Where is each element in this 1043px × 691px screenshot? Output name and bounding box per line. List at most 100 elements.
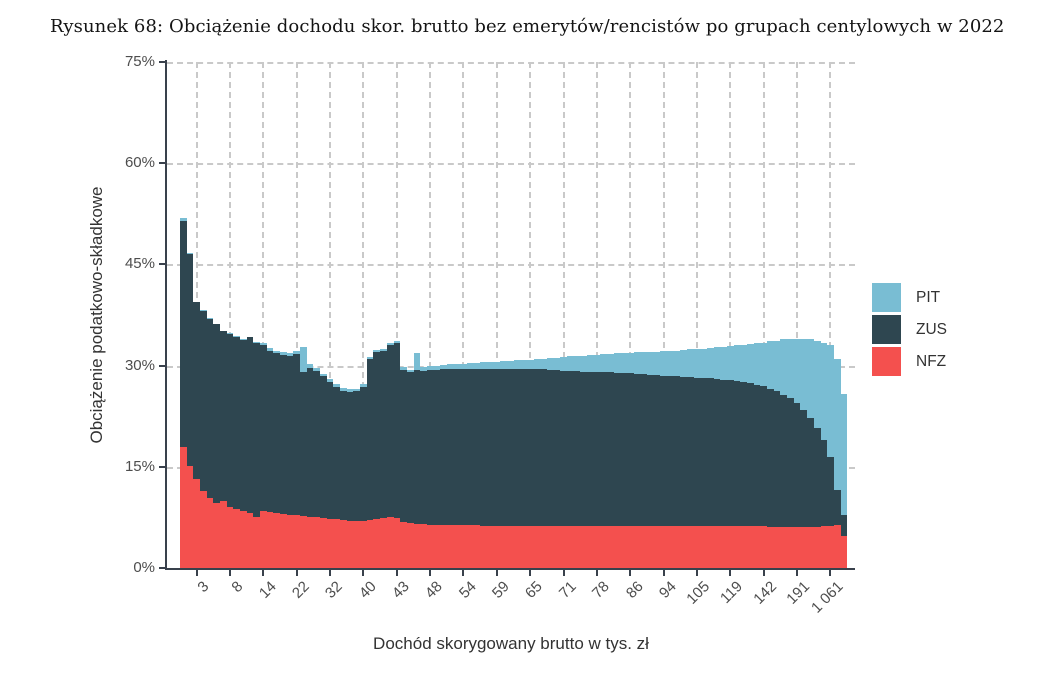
x-tick-label-text: 119: [717, 578, 747, 607]
centile-bar: [393, 62, 401, 568]
bar-segment-pit: [346, 389, 354, 392]
bar-segment-pit: [520, 359, 527, 369]
bar-segment-nfz: [473, 524, 481, 568]
centile-bar: [586, 62, 594, 568]
centile-bar: [220, 62, 227, 568]
figure-title: Rysunek 68: Obciążenie dochodu skor. bru…: [50, 16, 1005, 37]
bar-segment-nfz: [186, 466, 194, 568]
centile-bar: [500, 62, 507, 568]
bar-segment-nfz: [767, 526, 774, 568]
bar-segment-pit: [667, 351, 674, 376]
centile-bar: [627, 62, 634, 568]
v-gridline: [829, 62, 832, 568]
bar-segment-zus: [713, 379, 721, 527]
bar-segment-pit: [733, 345, 741, 382]
x-tick-label-text: 78: [589, 578, 613, 602]
h-gridline: [167, 62, 855, 64]
v-gridline: [595, 62, 598, 568]
h-gridline: [167, 163, 855, 166]
centile-bar: [386, 62, 394, 568]
centile-bar: [380, 62, 387, 568]
bar-segment-zus: [667, 375, 674, 527]
x-tick: [329, 570, 332, 576]
x-tick: [529, 570, 532, 576]
bar-segment-zus: [793, 403, 801, 527]
bar-segment-zus: [466, 368, 474, 525]
bar-segment-nfz: [446, 524, 454, 568]
bar-segment-nfz: [180, 447, 187, 568]
bar-segment-zus: [426, 370, 434, 525]
bar-segment-zus: [540, 368, 547, 526]
bar-segment-zus: [186, 254, 194, 467]
bar-segment-pit: [206, 318, 214, 320]
legend-item: ZUS: [872, 315, 947, 344]
bar-segment-pit: [593, 354, 601, 372]
centile-bar: [580, 62, 587, 568]
bar-segment-pit: [566, 356, 574, 372]
bar-segment-nfz: [653, 526, 661, 568]
bar-segment-zus: [533, 368, 541, 526]
bar-segment-nfz: [326, 518, 334, 568]
y-tick: [159, 364, 165, 367]
x-tick: [429, 570, 432, 576]
centile-bar: [233, 62, 241, 568]
v-gridline: [295, 62, 298, 568]
bar-segment-nfz: [573, 525, 581, 568]
bar-segment-zus: [193, 302, 201, 479]
bar-segment-nfz: [200, 491, 207, 568]
centile-bar: [607, 62, 614, 568]
bar-segment-zus: [827, 456, 834, 526]
centile-bar: [707, 62, 714, 568]
centile-bar: [373, 62, 381, 568]
bar-segment-nfz: [513, 525, 521, 568]
bar-segment-pit: [680, 350, 688, 378]
bar-segment-zus: [266, 350, 274, 513]
bar-segment-zus: [460, 368, 467, 525]
bar-segment-zus: [573, 371, 581, 526]
bar-segment-nfz: [720, 526, 728, 568]
x-tick: [629, 570, 632, 576]
bar-segment-pit: [640, 352, 648, 374]
centile-bar: [767, 62, 774, 568]
bar-segment-zus: [593, 371, 601, 526]
bar-segment-pit: [480, 362, 487, 369]
bar-segment-zus: [366, 358, 374, 521]
legend-swatch-pit: [872, 283, 901, 312]
bar-segment-nfz: [440, 524, 447, 568]
bar-segment-pit: [720, 346, 728, 380]
centile-bar: [400, 62, 407, 568]
centile-bar: [540, 62, 547, 568]
bar-segment-zus: [613, 373, 621, 526]
v-gridline: [462, 62, 465, 568]
v-gridline: [629, 62, 632, 568]
x-tick-label-text: 48: [422, 578, 447, 602]
bar-segment-nfz: [466, 524, 474, 568]
bar-segment-zus: [306, 368, 314, 517]
bar-segment-zus: [833, 490, 841, 525]
v-gridline: [562, 62, 565, 568]
bar-segment-nfz: [640, 525, 648, 568]
centile-bar: [780, 62, 788, 568]
x-tick: [595, 570, 598, 576]
bar-segment-pit: [506, 360, 514, 369]
legend-item: NFZ: [872, 347, 947, 376]
bar-segment-nfz: [553, 525, 561, 568]
centile-bar: [807, 62, 814, 568]
bar-segment-pit: [533, 358, 541, 369]
x-tick-label-text: 59: [489, 578, 513, 602]
bar-segment-pit: [753, 343, 761, 385]
centile-bar: [326, 62, 334, 568]
bar-segment-pit: [426, 366, 434, 371]
centile-bar: [200, 62, 207, 568]
y-tick: [159, 263, 165, 266]
bar-segment-nfz: [713, 526, 721, 568]
v-gridline: [262, 62, 265, 568]
centile-bar: [426, 62, 434, 568]
bar-segment-nfz: [660, 526, 668, 568]
bar-segment-pit: [393, 340, 401, 343]
bar-segment-pit: [266, 348, 274, 351]
bar-segment-nfz: [406, 522, 414, 568]
bar-segment-pit: [453, 363, 461, 369]
bar-segment-pit: [546, 358, 554, 371]
